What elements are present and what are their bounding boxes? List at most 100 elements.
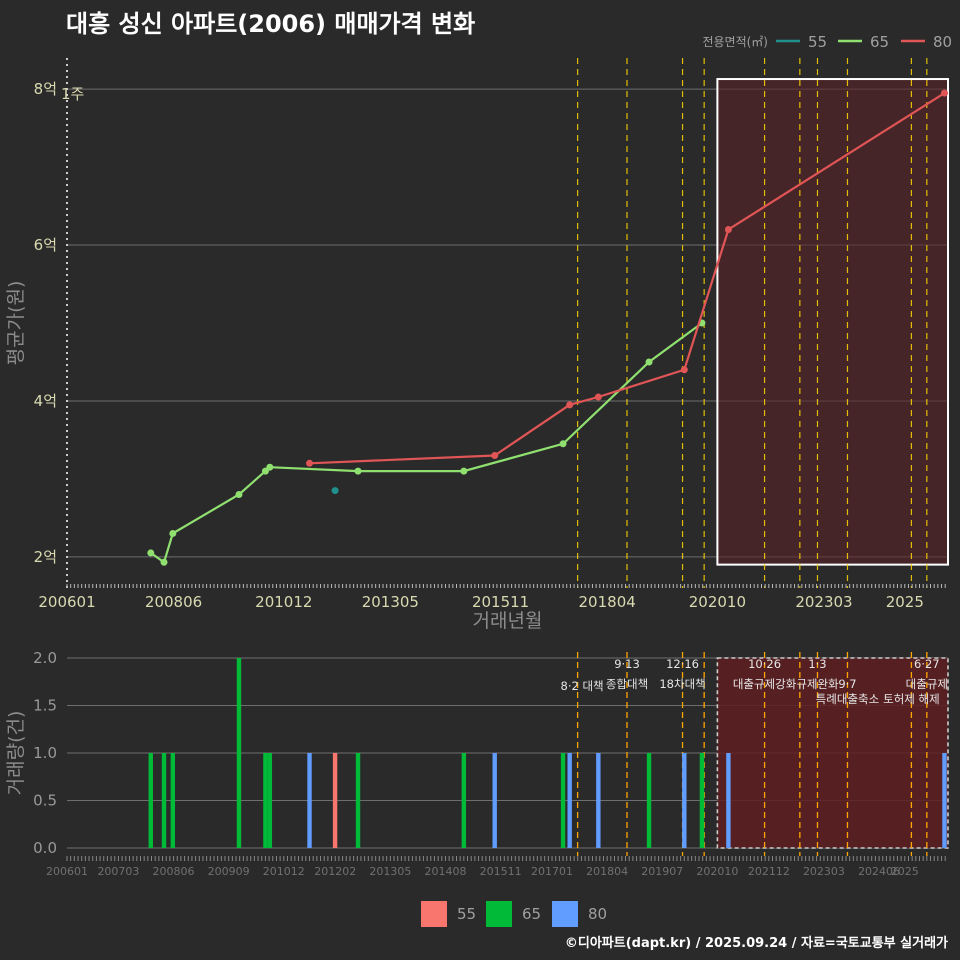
volume-bar-80 [942, 753, 947, 848]
policy-name-label: 8·2 대책 [561, 679, 604, 693]
volume-y-tick-label: 0.5 [33, 792, 57, 810]
bar-legend-label-80: 80 [588, 905, 607, 923]
series-65-line [150, 322, 703, 565]
volume-y-axis-title: 거래량(건) [5, 711, 27, 796]
series-80-point [940, 89, 948, 97]
series-65-point [160, 558, 168, 566]
volume-x-tick-label: 200703 [97, 865, 139, 878]
volume-bar-80 [682, 753, 687, 848]
series-65-point [645, 358, 653, 366]
volume-highlight-box [716, 657, 949, 849]
policy-date-label: 9·13 [614, 657, 640, 671]
price-x-tick-label: 201511 [472, 593, 529, 611]
legend-label-55: 55 [808, 33, 827, 51]
volume-x-tick-label: 201202 [314, 865, 356, 878]
volume-x-tick-label: 201012 [263, 865, 305, 878]
volume-bar-80 [726, 753, 731, 848]
volume-x-tick-label: 201511 [480, 865, 522, 878]
volume-bar-65 [267, 753, 273, 848]
bar-legend: 55 65 80 [421, 901, 607, 927]
bar-legend-label-55: 55 [457, 905, 476, 923]
price-y-axis-title: 평균가(원) [5, 281, 27, 366]
series-65-point [266, 463, 274, 471]
series-65-point [235, 490, 243, 498]
credit-line: ©디아파트(dapt.kr) / 2025.09.24 / 자료=국토교통부 실… [564, 936, 948, 951]
price-y-tick-label: 2억 [34, 548, 57, 566]
series-65-point [169, 529, 177, 537]
volume-bar-65 [236, 658, 242, 848]
policy-name-label: 특례대출축소 [816, 692, 879, 706]
price-x-tick-label: 200601 [38, 593, 95, 611]
start-marker-label: 1주 [61, 85, 84, 103]
volume-panel: 0.0 0.5 1.0 1.5 2.0 8·2 대책 9·13 종합대책 12·16 18차대책 1… [5, 649, 949, 878]
volume-y-tick-label: 2.0 [33, 649, 57, 667]
price-x-tick-label: 202010 [689, 593, 746, 611]
volume-y-tick-label: 0.0 [33, 839, 57, 857]
volume-x-tick-label: 200806 [153, 865, 195, 878]
volume-y-tick-label: 1.0 [33, 744, 57, 762]
price-x-tick-label: 201305 [362, 593, 419, 611]
policy-date-label: 9·7 [838, 677, 856, 691]
policy-date-label: 10·26 [748, 657, 781, 671]
volume-x-tick-label: 202010 [696, 865, 738, 878]
volume-bar-80 [492, 753, 497, 848]
price-x-tick-label: 2025 [886, 593, 924, 611]
series-55-point [331, 487, 339, 495]
bar-legend-swatch-55 [421, 901, 447, 927]
policy-name-label: 규제완화 [796, 677, 839, 691]
volume-bar-65 [560, 753, 566, 848]
series-80-point [491, 452, 499, 459]
legend-label-80: 80 [933, 33, 952, 51]
chart-title: 대흥 성신 아파트(2006) 매매가격 변화 [66, 10, 476, 38]
area-legend: 전용면적(㎡) 55 65 80 [702, 33, 952, 51]
volume-x-tick-label: 202406 [858, 865, 900, 878]
price-panel: 2억 4억 6억 8억 1주 200601 200806 201012 201305 201511… [5, 58, 949, 632]
price-x-tick-label: 201804 [579, 593, 636, 611]
volume-bar-80 [596, 753, 601, 848]
series-65-point [354, 467, 362, 475]
series-65-point [147, 549, 155, 557]
volume-bar-80 [307, 753, 312, 848]
series-65-point [460, 467, 468, 475]
volume-bar-65 [161, 753, 167, 848]
price-x-tick-label: 200806 [145, 593, 202, 611]
price-y-tick-label: 6억 [34, 236, 57, 254]
legend-label-65: 65 [870, 33, 889, 51]
volume-x-tick-label: 201305 [369, 865, 411, 878]
policy-name-label: 18차대책 [659, 677, 705, 691]
policy-date-label: 1·3 [808, 657, 826, 671]
bar-legend-label-65: 65 [522, 905, 541, 923]
volume-y-tick-label: 1.5 [33, 697, 57, 715]
volume-x-tick-label: 200601 [46, 865, 88, 878]
price-y-tick-label: 4억 [34, 392, 57, 410]
volume-bar-65 [646, 753, 652, 848]
price-y-tick-label: 8억 [34, 80, 57, 98]
volume-bar-55 [332, 753, 338, 848]
volume-x-tick-label: 201907 [641, 865, 683, 878]
bar-legend-swatch-80 [552, 901, 578, 927]
volume-x-tick-label: 200909 [208, 865, 250, 878]
volume-bar-65 [263, 753, 268, 848]
bar-legend-swatch-65 [486, 901, 512, 927]
policy-name-label: 대출규제강화 [733, 677, 797, 691]
policy-name-label: 대출규제 [906, 677, 948, 691]
volume-bar-65 [170, 753, 176, 848]
volume-bar-65 [699, 753, 705, 848]
policy-name-label: 토허제 해제 [883, 692, 940, 706]
policy-date-label: 6·27 [914, 657, 940, 671]
volume-bar-80 [567, 753, 572, 848]
policy-name-label: 종합대책 [606, 677, 648, 691]
legend-title: 전용면적(㎡) [702, 35, 768, 49]
price-x-axis-title: 거래년월 [473, 610, 543, 632]
series-80-point [306, 459, 314, 467]
price-highlight-box [716, 78, 949, 566]
price-x-tick-label: 202303 [795, 593, 852, 611]
volume-bar-65 [148, 753, 153, 848]
volume-x-tick-label: 201701 [531, 865, 573, 878]
volume-bar-65 [355, 753, 361, 848]
series-80-point [680, 366, 688, 374]
policy-date-label: 12·16 [666, 657, 699, 671]
volume-x-tick-label: 202112 [748, 865, 790, 878]
series-80-point [724, 225, 732, 233]
